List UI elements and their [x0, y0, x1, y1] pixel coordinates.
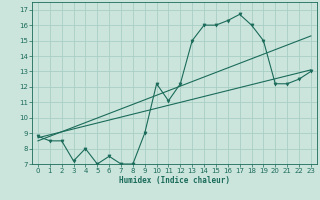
- X-axis label: Humidex (Indice chaleur): Humidex (Indice chaleur): [119, 176, 230, 185]
